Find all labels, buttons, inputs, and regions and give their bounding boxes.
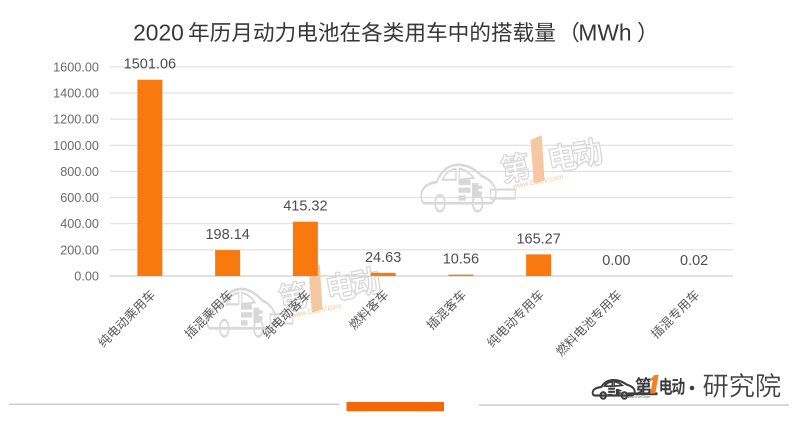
svg-text:0.00: 0.00 [74,270,99,284]
svg-text:0.02: 0.02 [680,253,708,269]
svg-text:165.27: 165.27 [516,231,560,247]
svg-text:1200.00: 1200.00 [53,113,99,127]
svg-text:2020: 2020 [133,19,184,45]
svg-text:600.00: 600.00 [60,191,99,205]
svg-text:1501.06: 1501.06 [124,57,176,73]
svg-text:MWh: MWh [578,19,631,45]
svg-text:1600.00: 1600.00 [53,60,99,74]
svg-text:415.32: 415.32 [283,199,327,215]
svg-text:0.00: 0.00 [602,253,630,269]
svg-text:24.63: 24.63 [365,250,401,266]
svg-text:10.56: 10.56 [443,252,479,268]
svg-text:1400.00: 1400.00 [53,86,99,100]
svg-text:198.14: 198.14 [205,227,249,243]
svg-text:www.d1ev.com: www.d1ev.com [627,395,651,399]
svg-text:1000.00: 1000.00 [53,139,99,153]
svg-text:400.00: 400.00 [60,217,99,231]
svg-text:200.00: 200.00 [60,243,99,257]
svg-text:800.00: 800.00 [60,165,99,179]
